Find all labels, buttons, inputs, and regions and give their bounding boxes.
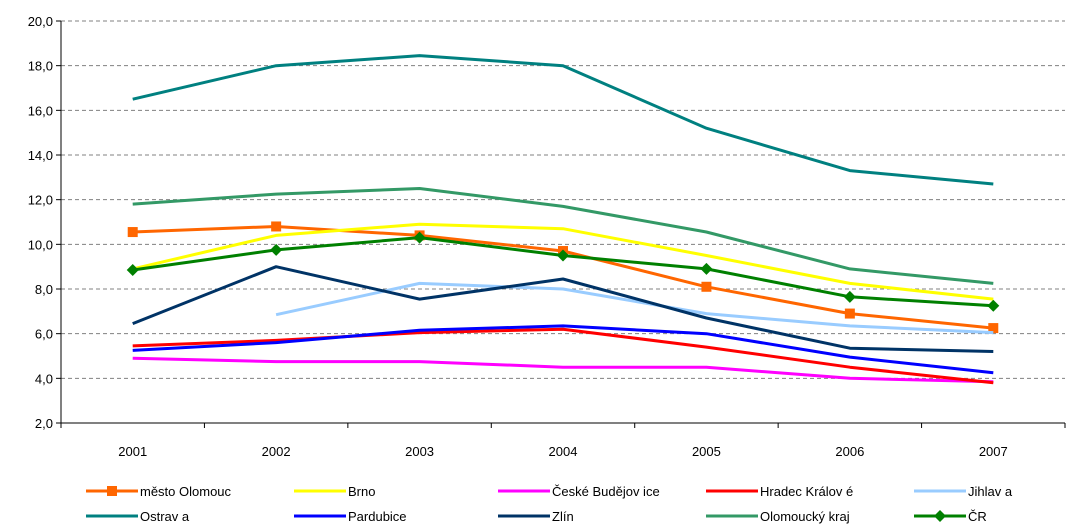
series-line [132, 225, 994, 330]
series-1 [132, 222, 994, 301]
legend-label: Pardubice [348, 509, 407, 524]
y-tick-label: 2,0 [35, 416, 53, 431]
y-tick-label: 12,0 [28, 193, 53, 208]
legend-item-7: Zlín [498, 509, 574, 524]
legend-label: ČR [968, 509, 987, 524]
data-point-diamond [270, 243, 283, 256]
x-tick-label: 2003 [405, 444, 434, 459]
legend-label: Olomoucký kraj [760, 509, 850, 524]
x-tick-label: 2007 [979, 444, 1008, 459]
data-point-square [127, 227, 138, 238]
series-line [132, 324, 994, 375]
legend-label: České Budějov ice [552, 484, 660, 499]
series-3 [132, 327, 994, 385]
series-lines [126, 54, 1000, 385]
legend-label: Brno [348, 484, 375, 499]
legend-item-4: Jihlav a [914, 484, 1013, 499]
legend-item-5: Ostrav a [86, 509, 190, 524]
x-tick-label: 2002 [262, 444, 291, 459]
y-tick-label: 4,0 [35, 371, 53, 386]
series-4 [275, 281, 994, 335]
data-point-diamond [843, 290, 856, 303]
data-point-square [107, 486, 117, 496]
x-tick-label: 2004 [549, 444, 578, 459]
legend-label: Hradec Králov é [760, 484, 853, 499]
legend-item-0: město Olomouc [86, 484, 232, 499]
series-line [132, 356, 994, 384]
data-point-diamond [987, 299, 1000, 312]
x-tick-label: 2001 [118, 444, 147, 459]
legend-item-6: Pardubice [294, 509, 407, 524]
series-6 [132, 324, 994, 375]
legend-label: Jihlav a [968, 484, 1013, 499]
legend-label: město Olomouc [140, 484, 232, 499]
y-tick-label: 6,0 [35, 327, 53, 342]
legend-item-2: České Budějov ice [498, 484, 660, 499]
series-7 [132, 265, 994, 353]
y-tick-label: 8,0 [35, 282, 53, 297]
data-point-square [844, 308, 855, 319]
y-tick-label: 20,0 [28, 14, 53, 29]
series-2 [132, 356, 994, 384]
data-point-diamond [557, 249, 569, 262]
y-tick-label: 10,0 [28, 237, 53, 252]
legend-label: Zlín [552, 509, 574, 524]
legend-item-3: Hradec Králov é [706, 484, 853, 499]
axes: 2,0 4,0 6,0 8,0 10,0 12,0 14,0 16,0 18,0 20,0 2001… [28, 14, 1066, 459]
data-point-diamond [700, 262, 713, 275]
series-line [132, 54, 994, 186]
series-line [132, 327, 994, 385]
data-point-square [271, 221, 282, 232]
data-point-diamond [413, 231, 426, 244]
series-line [132, 187, 994, 285]
legend-item-1: Brno [294, 484, 375, 499]
x-tick-label: 2006 [835, 444, 864, 459]
data-point-diamond [934, 510, 946, 522]
series-line [275, 281, 994, 335]
legend-item-9: ČR [914, 509, 987, 524]
legend-item-8: Olomoucký kraj [706, 509, 850, 524]
x-tick-label: 2005 [692, 444, 721, 459]
y-tick-label: 18,0 [28, 59, 53, 74]
series-9 [126, 231, 1000, 312]
series-line [132, 265, 994, 353]
y-tick-label: 14,0 [28, 148, 53, 163]
legend: město Olomouc Brno České Budějov ice Hradec… [86, 484, 1013, 524]
series-5 [132, 54, 994, 186]
series-8 [132, 187, 994, 285]
data-point-square [988, 323, 999, 334]
series-line [132, 222, 994, 301]
legend-label: Ostrav a [140, 509, 190, 524]
data-point-diamond [126, 264, 139, 277]
data-point-square [701, 281, 712, 292]
y-tick-label: 16,0 [28, 103, 53, 118]
